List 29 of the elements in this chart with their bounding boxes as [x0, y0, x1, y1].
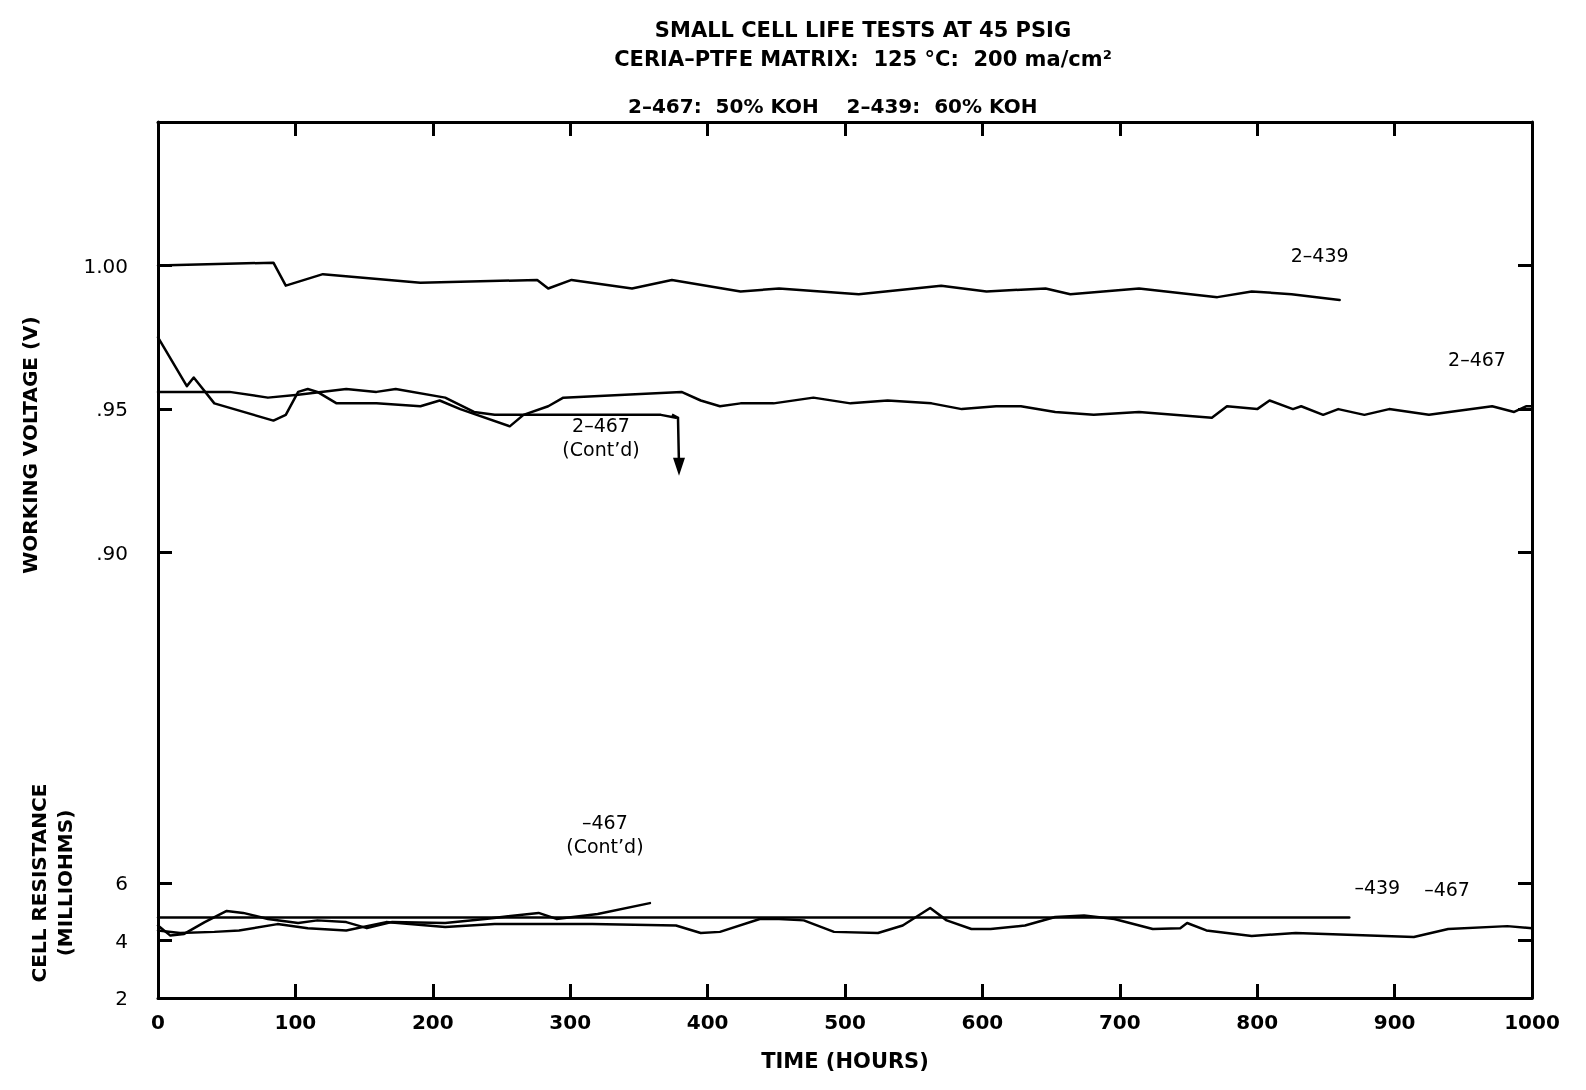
x-tick-label: 100	[274, 1010, 317, 1034]
y-axis-title: CELL RESISTANCE (MILLIOHMS)	[27, 783, 77, 983]
series-label: –439	[1354, 875, 1401, 898]
x-tick-label: 600	[961, 1010, 1004, 1034]
text: –467 (Cont’d)	[566, 811, 644, 858]
x-axis-title: TIME (HOURS)	[761, 1048, 929, 1073]
text: 2–467: 50% KOH 2–439: 60% KOH	[628, 94, 1038, 118]
x-tick-label: 700	[1098, 1010, 1141, 1034]
x-tick-label: 300	[549, 1010, 592, 1034]
x-tick-label: 0	[151, 1010, 165, 1034]
series-label: 2–439	[1290, 244, 1349, 267]
y-tick-label: 6	[115, 871, 128, 895]
y-tick-label: 1.00	[83, 253, 128, 278]
y-axis-title: WORKING VOLTAGE (V)	[18, 316, 42, 574]
y-tick-label: .90	[96, 540, 128, 565]
x-tick-label: 900	[1373, 1010, 1416, 1034]
chart-subtitle: CERIA–PTFE MATRIX: 125 °C: 200 ma/cm²	[614, 46, 1112, 71]
x-tick-label: 500	[824, 1010, 866, 1034]
x-tick-label: 800	[1236, 1010, 1279, 1034]
series-label: 2–467 (Cont’d)	[562, 413, 640, 460]
text: 2–467	[1448, 348, 1506, 371]
y-tick-label: 4	[115, 928, 128, 953]
y-tick-label: .95	[96, 397, 128, 422]
x-tick-label: 400	[686, 1010, 729, 1034]
series-label: –467	[1424, 878, 1470, 901]
chart-title: SMALL CELL LIFE TESTS AT 45 PSIG	[654, 17, 1072, 42]
x-tick-label: 1000	[1504, 1010, 1560, 1034]
y-tick-label: 2	[115, 986, 128, 1010]
x-tick-label: 200	[411, 1010, 454, 1034]
